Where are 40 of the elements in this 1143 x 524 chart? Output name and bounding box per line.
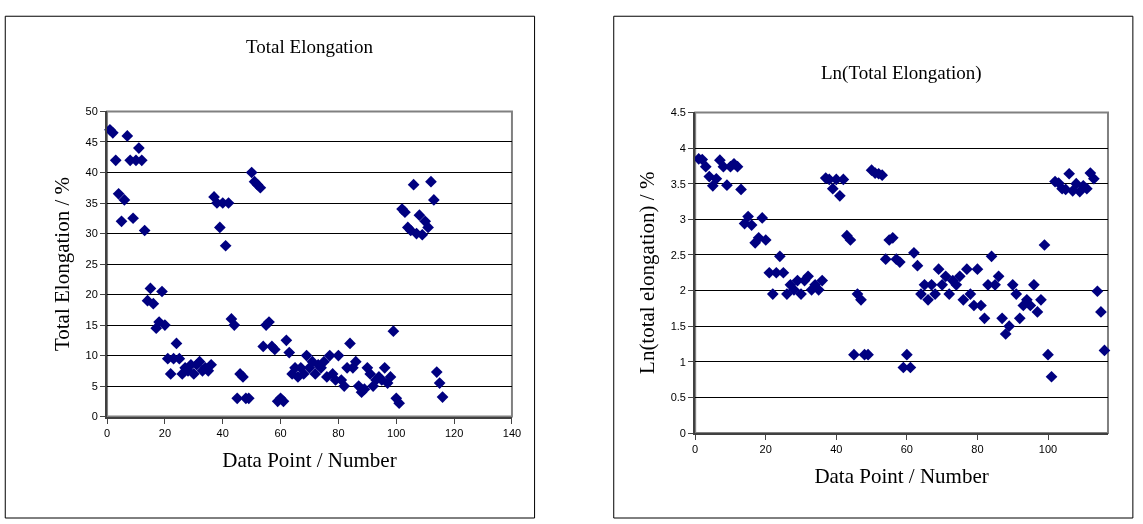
y-axis-title: Total Elongation / % <box>50 177 75 352</box>
y-tick-label: 2 <box>679 284 686 297</box>
x-tick-label: 120 <box>444 426 464 439</box>
y-tick-label: 30 <box>85 227 98 240</box>
y-tick-label: 35 <box>85 196 98 209</box>
y-tick-label: 1.5 <box>670 320 686 333</box>
x-tick-label: 20 <box>158 426 172 439</box>
x-tick-label: 0 <box>103 426 111 439</box>
y-tick-label: 20 <box>85 288 98 301</box>
y-tick-label: 0 <box>91 410 98 423</box>
x-tick-label: 80 <box>971 443 984 456</box>
y-tick-label: 25 <box>85 257 98 270</box>
x-tick-label: 100 <box>1038 443 1058 456</box>
y-tick-label: 4 <box>679 141 686 154</box>
x-tick-label: 40 <box>830 443 843 456</box>
y-axis-title: Ln(total elongation) / % <box>635 171 660 374</box>
y-tick-label: 1 <box>679 355 686 368</box>
x-tick-label: 80 <box>332 426 345 439</box>
y-tick-label: 50 <box>85 105 98 118</box>
y-tick-label: 4.5 <box>670 106 686 119</box>
chart-title: Ln(Total Elongation) <box>821 62 982 84</box>
x-axis-title: Data Point / Number <box>222 447 397 472</box>
y-tick-label: 45 <box>85 135 98 148</box>
chart-title: Total Elongation <box>246 36 374 57</box>
x-tick-label: 140 <box>502 426 522 439</box>
y-tick-label: 40 <box>85 166 98 179</box>
x-tick-label: 60 <box>900 443 913 456</box>
y-tick-label: 5 <box>91 379 98 392</box>
x-tick-label: 0 <box>692 443 699 456</box>
y-tick-label: 2.5 <box>670 248 686 261</box>
x-axis-title: Data Point / Number <box>814 463 989 488</box>
y-tick-label: 3 <box>679 213 686 226</box>
y-tick-label: 15 <box>85 318 98 331</box>
x-tick-label: 40 <box>216 426 229 439</box>
y-tick-label: 0.5 <box>670 391 686 404</box>
x-tick-label: 100 <box>387 426 406 439</box>
x-tick-label: 20 <box>759 443 772 456</box>
x-tick-label: 60 <box>274 426 287 439</box>
y-tick-label: 10 <box>85 349 98 362</box>
y-tick-label: 3.5 <box>670 177 686 190</box>
